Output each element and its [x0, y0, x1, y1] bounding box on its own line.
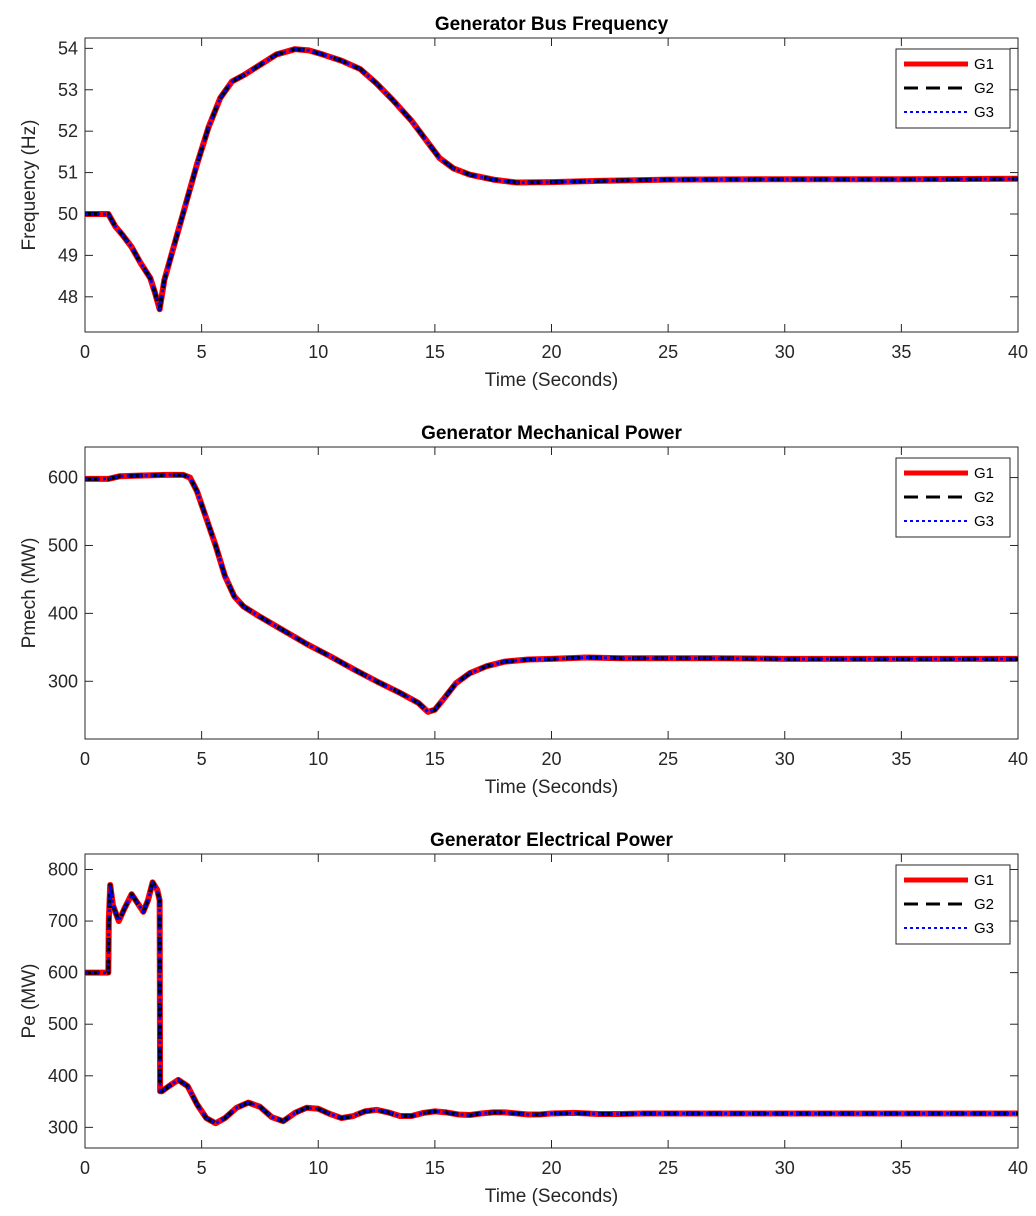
y-tick-label: 500: [48, 1014, 78, 1034]
x-tick-label: 10: [308, 1158, 328, 1178]
y-axis-label: Pe (MW): [19, 964, 40, 1039]
x-tick-label: 35: [891, 1158, 911, 1178]
y-tick-label: 49: [58, 245, 78, 265]
x-tick-label: 40: [1008, 749, 1028, 769]
x-tick-label: 5: [197, 1158, 207, 1178]
chart-2: Generator Mechanical Power 0 5 10 15 20 25 30 35…: [19, 423, 1028, 798]
y-tick-label: 800: [48, 859, 78, 879]
x-tick-label: 20: [541, 1158, 561, 1178]
y-axis-label: Frequency (Hz): [19, 120, 40, 251]
chart-3: Generator Electrical Power 0 5 10 15 20 25 30 35…: [19, 830, 1028, 1207]
x-axis-label: Time (Seconds): [485, 777, 618, 798]
legend-label: G1: [974, 56, 994, 73]
y-tick-label: 53: [58, 80, 78, 100]
x-tick-label: 40: [1008, 1158, 1028, 1178]
plot-area: [84, 446, 1019, 740]
x-tick-label: 10: [308, 749, 328, 769]
chart-title: Generator Bus Frequency: [435, 14, 669, 35]
legend-label: G2: [974, 896, 994, 913]
y-tick-label: 500: [48, 535, 78, 555]
x-tick-label: 30: [775, 749, 795, 769]
series-lines: [85, 879, 1018, 1127]
legend: G1 G2 G3: [895, 48, 1011, 129]
x-tick-label: 30: [775, 342, 795, 362]
x-tick-label: 30: [775, 1158, 795, 1178]
x-tick-label: 5: [197, 749, 207, 769]
x-tick-label: 15: [425, 1158, 445, 1178]
legend-label: G2: [974, 489, 994, 506]
x-tick-label: 20: [541, 749, 561, 769]
chart-title: Generator Mechanical Power: [421, 423, 682, 444]
y-tick-label: 54: [58, 38, 78, 58]
x-axis-label: Time (Seconds): [485, 370, 618, 391]
x-tick-label: 40: [1008, 342, 1028, 362]
x-tick-label: 5: [197, 342, 207, 362]
x-tick-label: 0: [80, 342, 90, 362]
y-tick-label: 600: [48, 963, 78, 983]
x-tick-label: 35: [891, 749, 911, 769]
x-axis-label: Time (Seconds): [485, 1186, 618, 1207]
legend-label: G1: [974, 465, 994, 482]
plot-area: [84, 853, 1019, 1149]
y-tick-label: 700: [48, 911, 78, 931]
series-line-g2: [85, 47, 1018, 312]
x-tick-label: 10: [308, 342, 328, 362]
x-tick-label: 25: [658, 1158, 678, 1178]
legend-label: G3: [974, 104, 994, 121]
series-lines: [85, 471, 1018, 715]
x-tick-label: 35: [891, 342, 911, 362]
y-tick-label: 48: [58, 287, 78, 307]
x-tick-label: 20: [541, 342, 561, 362]
chart-title: Generator Electrical Power: [430, 830, 673, 851]
y-tick-label: 51: [58, 163, 78, 183]
x-tick-label: 0: [80, 1158, 90, 1178]
y-tick-label: 400: [48, 603, 78, 623]
legend: G1 G2 G3: [895, 457, 1011, 538]
x-tick-label: 0: [80, 749, 90, 769]
y-tick-label: 300: [48, 1117, 78, 1137]
legend: G1 G2 G3: [895, 864, 1011, 945]
y-tick-label: 600: [48, 468, 78, 488]
y-tick-label: 52: [58, 121, 78, 141]
series-line-g2: [85, 880, 1018, 1126]
series-line-g2: [85, 472, 1018, 714]
y-tick-label: 50: [58, 204, 78, 224]
x-tick-label: 15: [425, 749, 445, 769]
series-lines: [85, 46, 1018, 313]
x-tick-label: 25: [658, 342, 678, 362]
y-axis-label: Pmech (MW): [19, 538, 40, 649]
legend-label: G3: [974, 513, 994, 530]
x-tick-label: 15: [425, 342, 445, 362]
legend-label: G3: [974, 920, 994, 937]
legend-label: G1: [974, 872, 994, 889]
series-line-g3: [85, 473, 1018, 714]
x-tick-label: 25: [658, 749, 678, 769]
chart-1: Generator Bus Frequency 0 5 10 15 20 25 30 35 40 4…: [19, 14, 1028, 391]
y-tick-label: 300: [48, 671, 78, 691]
y-tick-label: 400: [48, 1066, 78, 1086]
legend-label: G2: [974, 80, 994, 97]
